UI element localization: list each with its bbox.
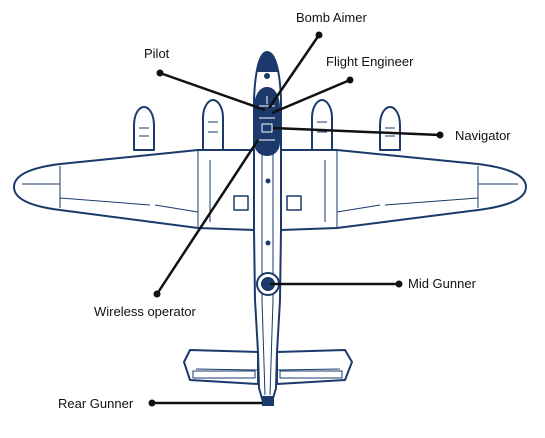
engine-nacelle-inner-left [202, 99, 224, 151]
pilot-leader [159, 71, 266, 112]
engine-nacelle-inner-right [311, 99, 333, 151]
flight-engineer-leader [271, 78, 351, 115]
right-wing-hatch [286, 195, 302, 211]
bomb-aimer-leader-dot [315, 31, 323, 39]
pilot-label: Pilot [144, 46, 170, 61]
aircraft-plan-view [13, 51, 527, 406]
flight-engineer-label: Flight Engineer [326, 54, 414, 69]
bomb-aimer-label: Bomb Aimer [296, 10, 367, 25]
wireless-operator-leader-dot [153, 290, 161, 298]
pilot-leader-dot [156, 69, 164, 77]
flight-engineer-leader-dot [346, 76, 354, 84]
cockpit-crew-area [254, 87, 280, 156]
wireless-operator-leader [155, 139, 260, 295]
crew-seat-lines [259, 96, 275, 141]
navigator-leader [272, 126, 441, 137]
left-wing-hatch [233, 195, 249, 211]
rear-gunner-leader-dot [148, 399, 156, 407]
fuselage-hatch-2 [265, 240, 271, 246]
nose-glazing [256, 52, 278, 72]
navigator-leader-dot [436, 131, 444, 139]
left-elevator [192, 370, 256, 379]
rear-gunner-label: Rear Gunner [58, 396, 134, 411]
rear-turret [262, 396, 274, 406]
wing-detail-lines [22, 150, 518, 228]
mid-gunner-leader-dot [395, 280, 403, 288]
leader-lines [148, 31, 444, 407]
fuselage-hatch-1 [265, 178, 271, 184]
mid-gunner-label: Mid Gunner [408, 276, 477, 291]
fuselage-detail-lines [261, 150, 274, 396]
wireless-operator-label: Wireless operator [94, 304, 197, 319]
right-elevator [279, 370, 343, 379]
navigator-label: Navigator [455, 128, 511, 143]
nose-turret-mark [264, 73, 270, 79]
main-wing [13, 149, 527, 231]
bomb-aimer-leader [267, 34, 321, 109]
nacelle-detail-lines [139, 121, 395, 137]
tailplane-detail-lines [195, 368, 341, 371]
mid-upper-turret-core [261, 277, 275, 291]
